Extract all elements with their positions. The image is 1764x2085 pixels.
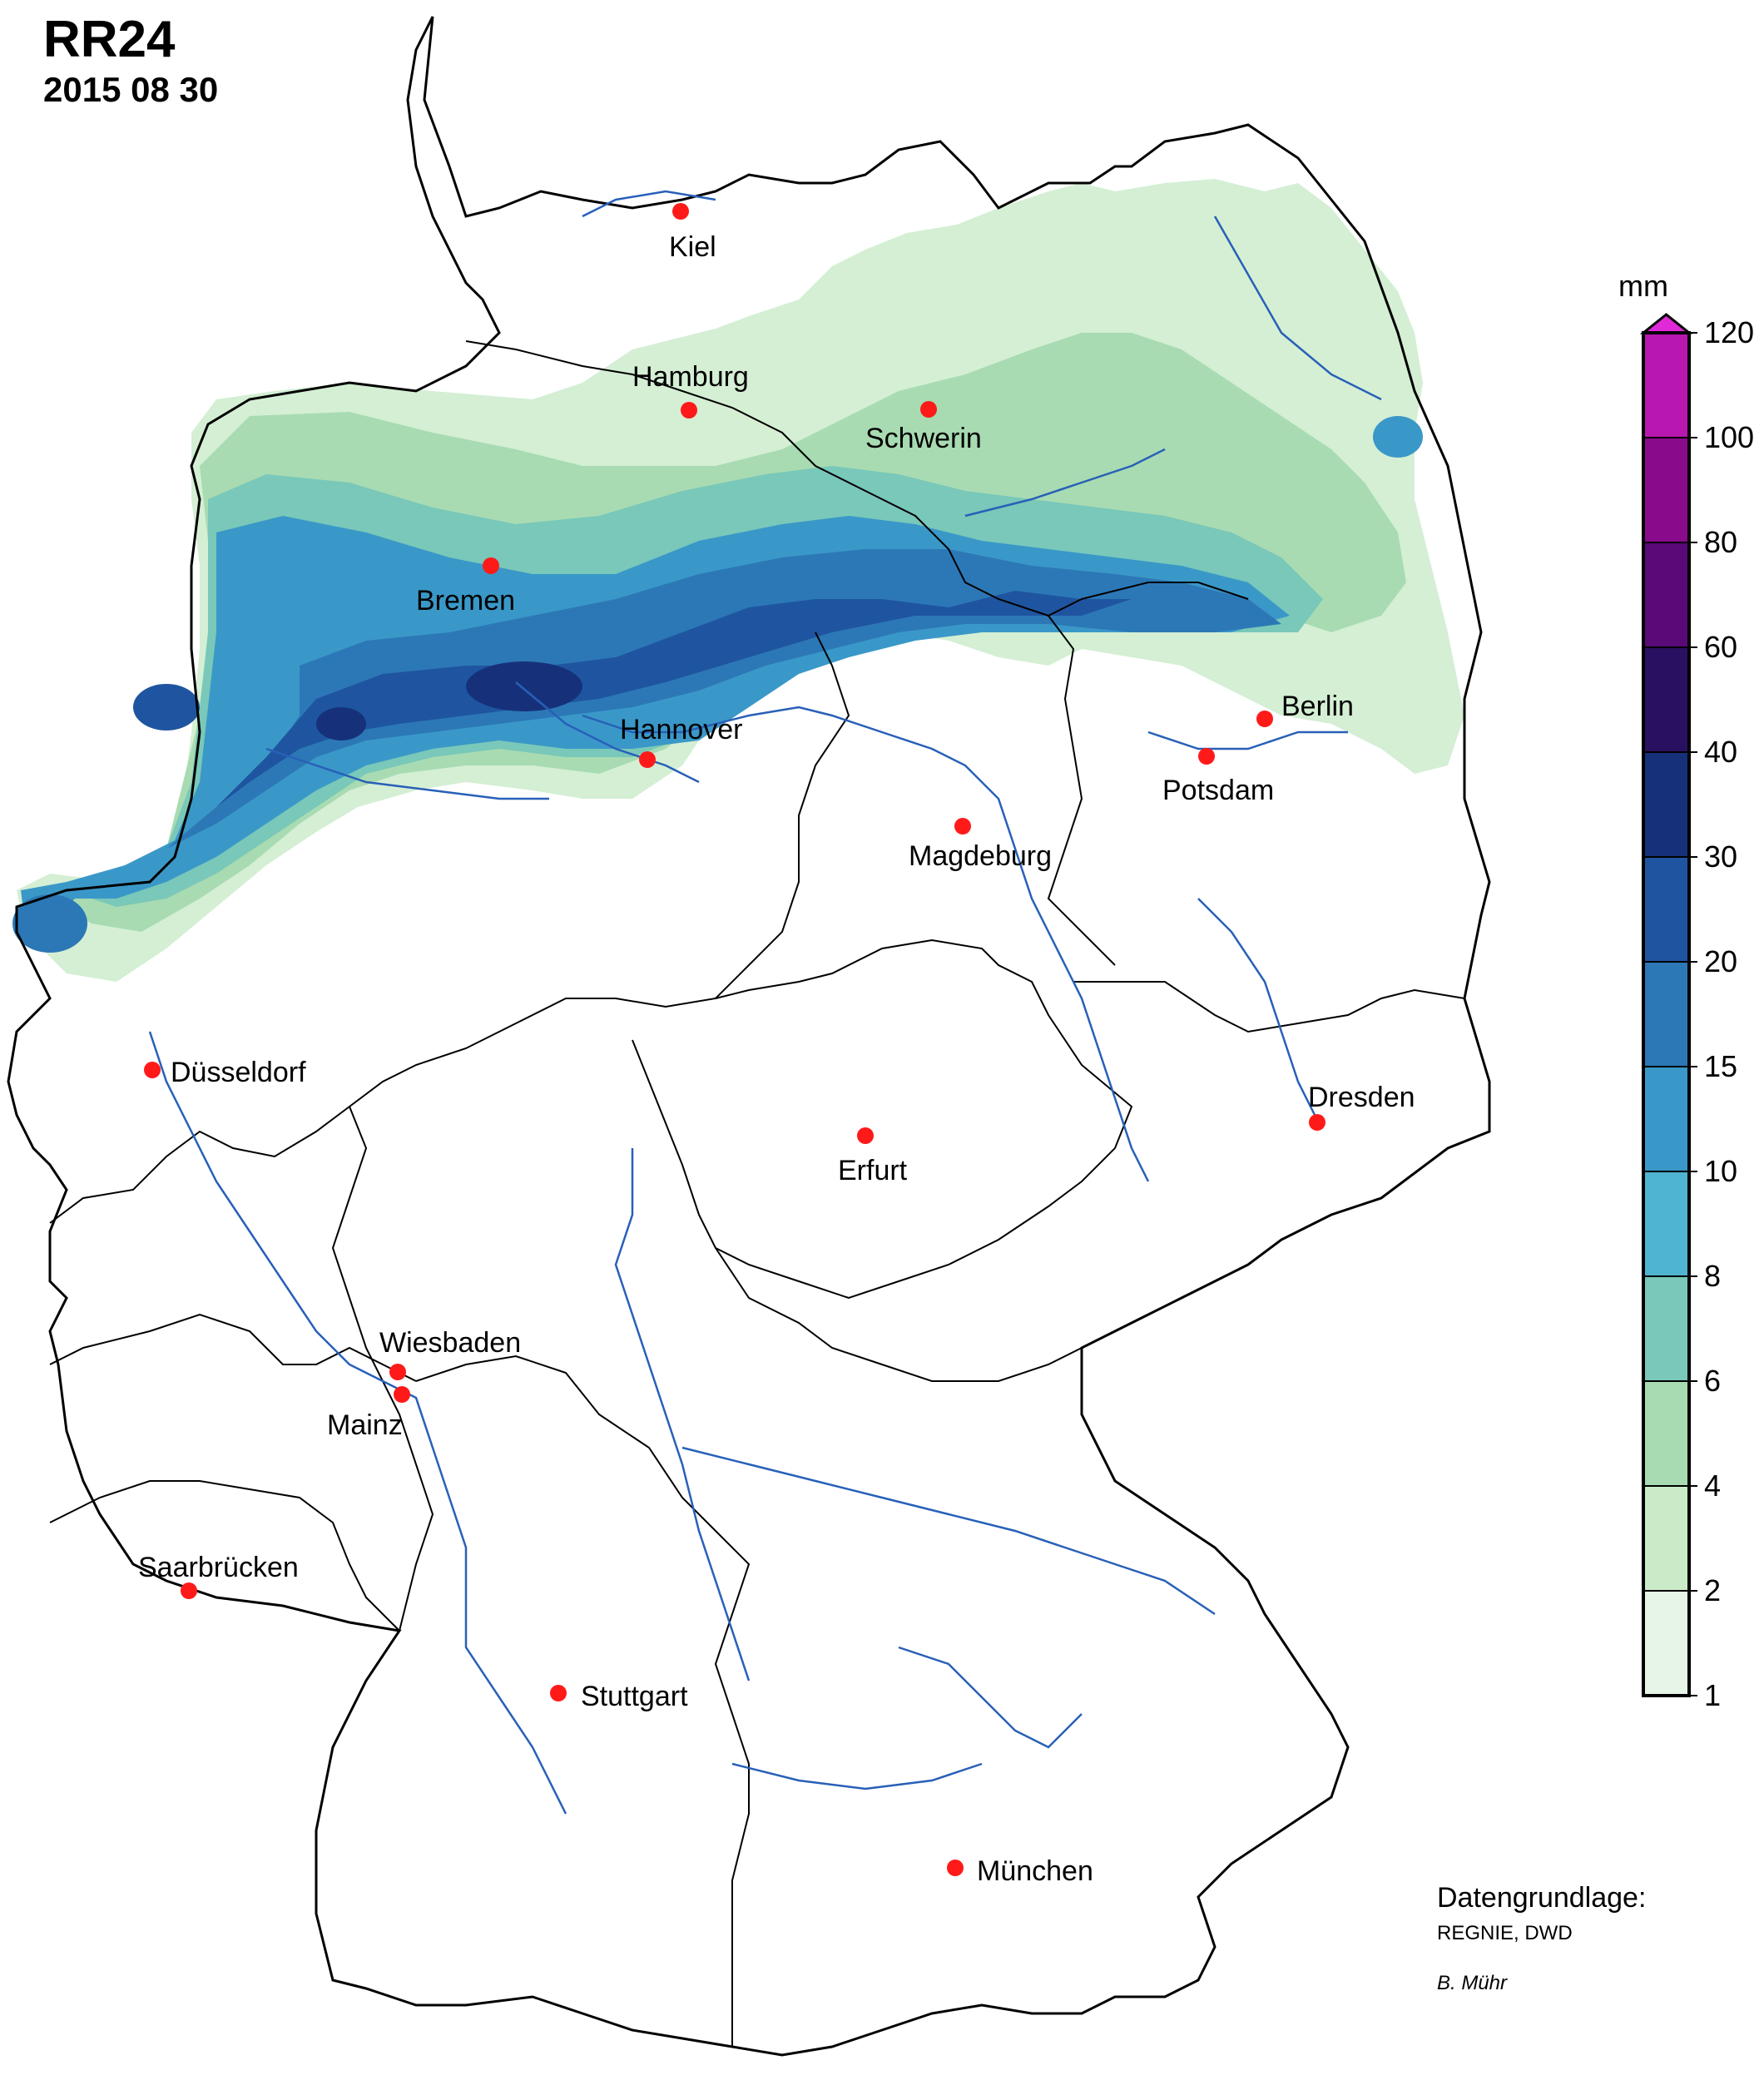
precip-cell bbox=[12, 894, 87, 953]
precip-cell bbox=[466, 661, 582, 711]
credits-author: B. Mühr bbox=[1437, 1972, 1508, 1994]
city-label: Kiel bbox=[669, 231, 716, 263]
city-label: Hannover bbox=[620, 714, 742, 745]
legend-tick-label: 6 bbox=[1704, 1364, 1721, 1398]
city-label: Stuttgart bbox=[581, 1681, 688, 1712]
legend-tick-label: 15 bbox=[1704, 1049, 1737, 1083]
legend-swatch bbox=[1643, 1066, 1690, 1172]
city-label: Berlin bbox=[1281, 691, 1354, 722]
map-date: 2015 08 30 bbox=[43, 70, 219, 109]
legend-tick-label: 60 bbox=[1704, 630, 1737, 664]
legend-frame bbox=[1642, 331, 1691, 1697]
city-dot bbox=[550, 1685, 567, 1701]
map-title: RR24 bbox=[43, 11, 176, 68]
city-label: Mainz bbox=[327, 1409, 403, 1441]
city-label: Bremen bbox=[416, 585, 515, 617]
legend-tick-label: 80 bbox=[1704, 525, 1737, 559]
city-label: Hamburg bbox=[632, 361, 749, 393]
legend-swatch bbox=[1643, 1485, 1690, 1592]
city-dot bbox=[857, 1127, 874, 1144]
city-label: Düsseldorf bbox=[171, 1057, 306, 1088]
legend-swatch bbox=[1643, 646, 1690, 753]
city-label: München bbox=[977, 1855, 1093, 1887]
city-label: Magdeburg bbox=[909, 840, 1052, 872]
city-dot bbox=[1309, 1114, 1325, 1131]
legend-tick-label: 4 bbox=[1704, 1468, 1721, 1503]
city-label: Schwerin bbox=[865, 423, 982, 454]
legend-colorbar: 1 2 4 6 8 10 15 20 30 40 60 80 100 120 bbox=[1639, 313, 1754, 1712]
city-dot bbox=[394, 1386, 410, 1403]
legend-tick-label: 120 bbox=[1704, 315, 1754, 349]
credits-heading: Datengrundlage: bbox=[1437, 1882, 1647, 1914]
precip-cell bbox=[133, 684, 200, 730]
city-dot bbox=[954, 818, 971, 834]
city-dot bbox=[1256, 711, 1273, 727]
legend-swatch bbox=[1643, 1380, 1690, 1487]
legend-tick-label: 40 bbox=[1704, 735, 1737, 769]
precip-cell bbox=[1373, 416, 1423, 458]
legend-tick-label: 30 bbox=[1704, 839, 1737, 874]
city-dot bbox=[947, 1860, 964, 1876]
precip-field bbox=[12, 179, 1464, 982]
city-dot bbox=[672, 203, 689, 220]
legend-swatch bbox=[1643, 1590, 1690, 1696]
city-label: Dresden bbox=[1308, 1082, 1415, 1113]
city-label: Erfurt bbox=[838, 1155, 908, 1186]
legend: mm 1 2 4 6 8 10 15 20 30 40 60 80 100 120 bbox=[1618, 269, 1754, 1712]
city-dot bbox=[1198, 748, 1215, 765]
city-dot bbox=[483, 557, 499, 574]
city-dot bbox=[389, 1364, 406, 1380]
credits-source: REGNIE, DWD bbox=[1437, 1922, 1573, 1944]
legend-swatch bbox=[1643, 1275, 1690, 1382]
legend-swatch bbox=[1643, 961, 1690, 1067]
rivers bbox=[148, 190, 1382, 1815]
city-dot bbox=[144, 1062, 161, 1078]
legend-tick-label: 20 bbox=[1704, 944, 1737, 978]
legend-tick-label: 8 bbox=[1704, 1259, 1721, 1293]
legend-unit: mm bbox=[1618, 269, 1668, 303]
city-dot bbox=[920, 401, 937, 418]
city-label: Saarbrücken bbox=[138, 1552, 299, 1583]
legend-tick-label: 1 bbox=[1704, 1678, 1721, 1712]
legend-swatch bbox=[1643, 856, 1690, 963]
precip-cell bbox=[316, 707, 366, 740]
city-label: Wiesbaden bbox=[379, 1327, 521, 1359]
legend-swatch bbox=[1643, 1171, 1690, 1277]
city-dot bbox=[681, 402, 697, 418]
city-dot bbox=[639, 751, 656, 768]
legend-swatch bbox=[1643, 542, 1690, 648]
precip-band-dark bbox=[166, 549, 1281, 849]
state-borders bbox=[49, 340, 1465, 2047]
country-border bbox=[7, 16, 1491, 2057]
city-dot bbox=[181, 1582, 197, 1599]
city-label: Potsdam bbox=[1162, 775, 1274, 806]
legend-tick-label: 10 bbox=[1704, 1154, 1737, 1188]
legend-tick-label: 100 bbox=[1704, 420, 1754, 454]
legend-tick-label: 2 bbox=[1704, 1573, 1721, 1607]
legend-swatch bbox=[1643, 332, 1690, 438]
city-markers: Kiel Hamburg Schwerin Bremen Hannover Berlin P… bbox=[138, 203, 1415, 1887]
legend-swatch bbox=[1643, 437, 1690, 543]
legend-swatch bbox=[1643, 751, 1690, 858]
legend-overflow-arrow bbox=[1639, 313, 1693, 334]
